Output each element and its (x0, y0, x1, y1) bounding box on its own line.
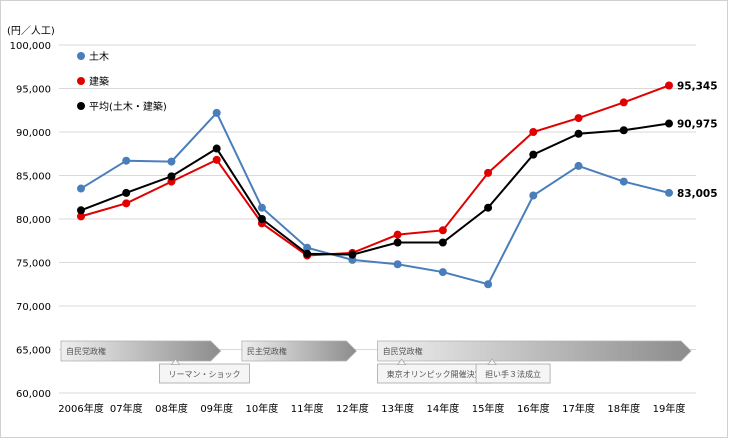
legend-marker (77, 102, 85, 110)
event-annotations: リーマン・ショック 東京オリンピック開催決定 担い手３法成立 (159, 358, 551, 384)
data-point (77, 184, 85, 193)
data-point (77, 212, 85, 221)
y-tick-label: 90,000 (16, 128, 51, 139)
data-point (574, 114, 583, 123)
data-point (619, 126, 628, 135)
data-point (348, 250, 357, 259)
data-point (665, 188, 673, 197)
data-point (393, 238, 402, 247)
y-tick-label: 80,000 (16, 215, 51, 226)
event-label: 東京オリンピック開催決定 (387, 369, 483, 379)
x-tick-label: 19年度 (653, 402, 686, 415)
event-box (475, 363, 551, 384)
legend-marker (77, 52, 85, 60)
end-value-label: 95,345 (677, 80, 718, 92)
x-tick-label: 17年度 (562, 402, 595, 415)
x-tick-label: 18年度 (607, 402, 640, 415)
data-point (665, 81, 673, 90)
data-point (619, 98, 628, 107)
data-point (529, 128, 538, 136)
event-pointer (487, 358, 497, 365)
data-point (665, 119, 673, 128)
series-line (80, 84, 670, 257)
era-arrow (241, 340, 357, 362)
event-label: リーマン・ショック (168, 370, 240, 379)
data-point (257, 215, 266, 223)
data-point (574, 161, 583, 170)
data-point (438, 226, 447, 235)
legend-marker (77, 77, 85, 85)
y-tick-label: 95,000 (16, 85, 51, 96)
y-axis: 60,000 65,000 70,000 75,000 80,000 85,000 90,0… (10, 41, 51, 400)
era-label: 民主党政権 (247, 346, 287, 356)
data-point (438, 238, 447, 247)
data-point (484, 203, 493, 212)
legend-label: 建築 (89, 75, 109, 88)
x-tick-label: 13年度 (381, 402, 414, 415)
y-tick-label: 100,000 (10, 41, 51, 52)
x-axis: 2006年度 07年度 08年度 09年度 10年度 11年度 12年度 13年度 14年度 15… (58, 402, 685, 415)
legend-label: 土木 (89, 50, 109, 63)
series-lines: 83,005 95,345 90,975 (77, 80, 718, 289)
x-tick-label: 08年度 (155, 402, 188, 415)
y-tick-label: 85,000 (16, 172, 51, 183)
data-point (122, 188, 131, 197)
event-pointer (396, 358, 407, 365)
end-value-label: 90,975 (677, 119, 718, 131)
y-tick-label: 65,000 (16, 346, 51, 357)
data-point (303, 249, 312, 258)
legend-label: 平均(土木・建築) (89, 100, 167, 113)
data-point (122, 156, 131, 165)
data-point (257, 203, 266, 212)
x-tick-label: 07年度 (110, 402, 143, 415)
data-point (303, 243, 312, 252)
x-tick-label: 2006年度 (58, 402, 103, 415)
data-point (393, 260, 402, 269)
series-line (80, 111, 670, 286)
end-value-label: 83,005 (677, 188, 718, 200)
data-point (212, 108, 221, 117)
data-point (529, 150, 538, 159)
x-tick-label: 09年度 (200, 402, 233, 415)
data-point (167, 172, 176, 181)
y-tick-label: 70,000 (16, 302, 51, 313)
data-point (167, 157, 176, 166)
era-annotations: 自民党政権 民主党政権 自民党政権 (60, 340, 692, 362)
data-point (484, 168, 493, 177)
era-label: 自民党政権 (383, 346, 423, 356)
y-tick-label: 60,000 (16, 389, 51, 400)
data-point (212, 144, 221, 153)
data-point (212, 155, 221, 164)
event-label: 担い手３法成立 (485, 369, 541, 379)
y-unit-label: (円／人工) (7, 25, 55, 37)
x-tick-label: 11年度 (291, 402, 324, 415)
series-line (80, 122, 670, 256)
x-tick-label: 15年度 (472, 402, 505, 415)
era-arrow (377, 340, 692, 362)
era-label: 自民党政権 (66, 346, 106, 356)
data-point (619, 177, 628, 186)
event-box (159, 363, 250, 384)
era-arrow (60, 340, 222, 362)
event-pointer (170, 358, 181, 365)
data-point (438, 268, 447, 277)
x-tick-label: 12年度 (336, 402, 369, 415)
data-point (529, 191, 538, 200)
data-point (484, 280, 493, 289)
x-tick-label: 14年度 (426, 402, 459, 415)
y-tick-label: 75,000 (16, 259, 51, 270)
data-point (574, 129, 583, 138)
x-tick-label: 10年度 (246, 402, 279, 415)
data-point (122, 199, 131, 208)
data-point (77, 206, 85, 215)
x-tick-label: 16年度 (517, 402, 550, 415)
data-point (393, 230, 402, 239)
